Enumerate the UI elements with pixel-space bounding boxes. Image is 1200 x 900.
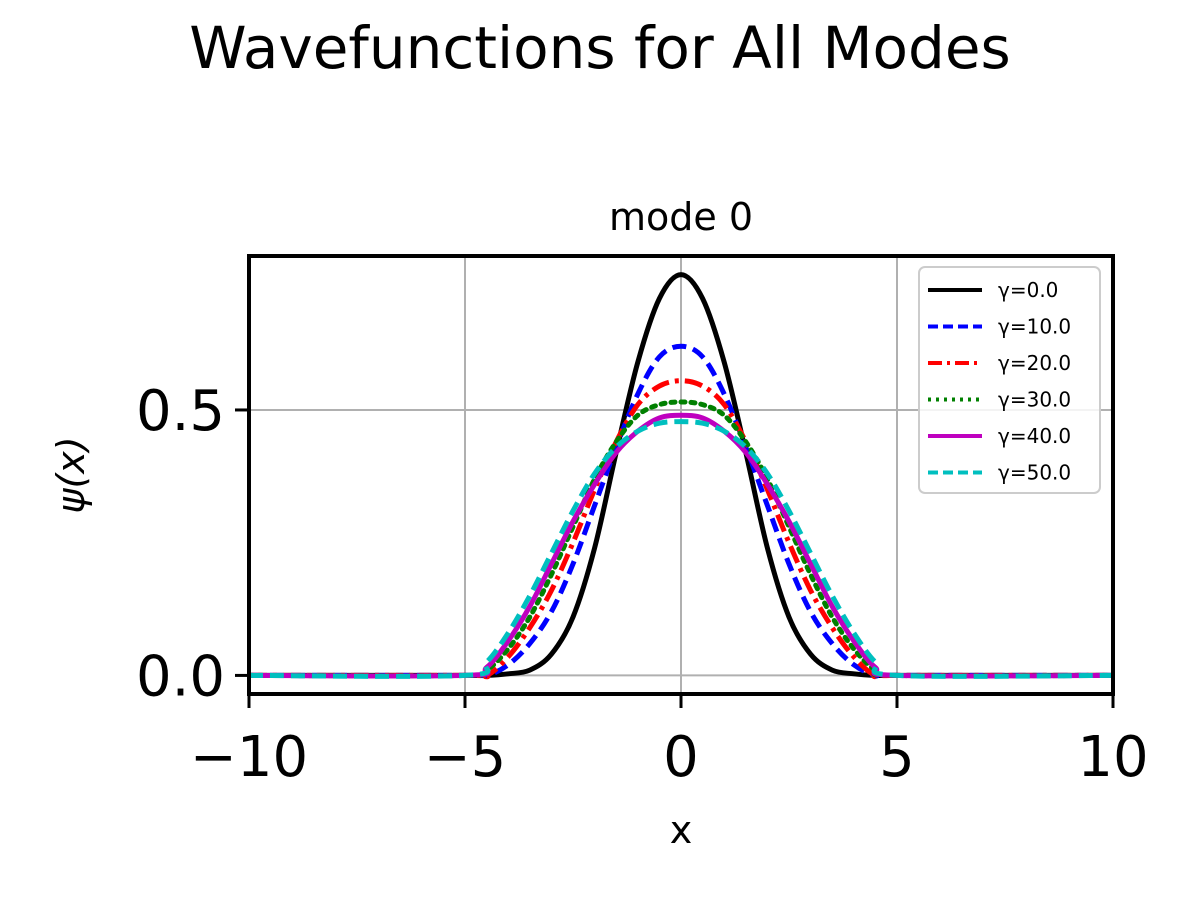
legend-label-2: γ=20.0 (998, 351, 1071, 375)
figure-suptitle: Wavefunctions for All Modes (189, 14, 1011, 82)
legend-label-5: γ=50.0 (998, 461, 1071, 485)
y-tick-label: 0.0 (136, 644, 225, 709)
x-axis-label: x (670, 808, 693, 852)
x-tick-label: 0 (663, 725, 699, 790)
legend-label-1: γ=10.0 (998, 315, 1071, 339)
legend-label-0: γ=0.0 (998, 278, 1058, 302)
y-axis-label: ψ(x) (49, 436, 93, 513)
series-layer (249, 272, 1113, 680)
legend-label-3: γ=30.0 (998, 388, 1071, 412)
axes-title: mode 0 (609, 195, 753, 239)
legend-label-4: γ=40.0 (998, 424, 1071, 448)
x-tick-label: −10 (190, 725, 308, 790)
y-tick-label: 0.5 (136, 379, 225, 444)
y-ticks: 0.0 0.5 (136, 379, 249, 709)
series-line-3 (249, 399, 1113, 679)
series-line-4 (249, 412, 1113, 679)
x-tick-label: −5 (424, 725, 507, 790)
x-ticks: −10 −5 0 5 10 (190, 694, 1149, 790)
legend: γ=0.0 γ=10.0 γ=20.0 γ=30.0 γ=40.0 γ=50.0 (918, 266, 1101, 494)
legend-items: γ=0.0 γ=10.0 γ=20.0 γ=30.0 γ=40.0 γ=50.0 (928, 278, 1071, 485)
x-tick-label: 10 (1077, 725, 1148, 790)
x-tick-label: 5 (879, 725, 915, 790)
series-line-2 (249, 378, 1113, 680)
series-line-5 (249, 419, 1113, 679)
series-line-0 (249, 272, 1113, 679)
series-line-1 (249, 343, 1113, 679)
